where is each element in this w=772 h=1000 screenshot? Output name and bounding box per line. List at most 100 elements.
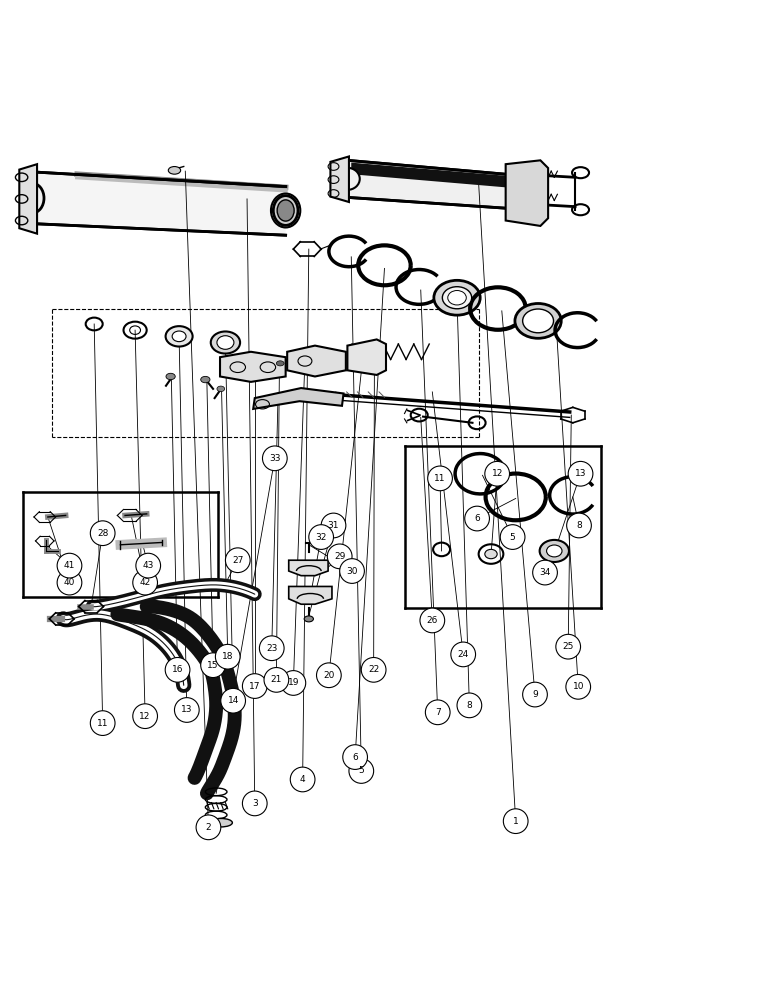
Text: 13: 13: [575, 469, 586, 478]
Ellipse shape: [540, 540, 569, 562]
Text: 43: 43: [143, 561, 154, 570]
Circle shape: [567, 513, 591, 538]
Text: 22: 22: [368, 665, 379, 674]
Text: 7: 7: [435, 708, 441, 717]
Text: 2: 2: [205, 823, 212, 832]
Ellipse shape: [442, 287, 472, 309]
Text: 8: 8: [576, 521, 582, 530]
Circle shape: [425, 700, 450, 725]
Ellipse shape: [168, 167, 181, 174]
Text: 17: 17: [249, 682, 260, 691]
Text: 12: 12: [140, 712, 151, 721]
Ellipse shape: [172, 331, 186, 342]
Text: 16: 16: [172, 665, 183, 674]
Text: 10: 10: [573, 682, 584, 691]
Polygon shape: [287, 346, 346, 376]
Circle shape: [133, 704, 157, 729]
Text: 28: 28: [97, 529, 108, 538]
Circle shape: [566, 674, 591, 699]
Ellipse shape: [276, 361, 284, 366]
Ellipse shape: [209, 818, 232, 827]
Circle shape: [428, 466, 452, 491]
Text: 18: 18: [222, 652, 233, 661]
Circle shape: [568, 461, 593, 486]
Circle shape: [321, 513, 346, 538]
Circle shape: [556, 634, 581, 659]
Text: 6: 6: [352, 753, 358, 762]
Ellipse shape: [211, 331, 240, 354]
Ellipse shape: [217, 386, 225, 392]
Ellipse shape: [165, 326, 192, 347]
Text: 24: 24: [458, 650, 469, 659]
Text: 33: 33: [269, 454, 280, 463]
Circle shape: [485, 461, 510, 486]
Text: 5: 5: [358, 766, 364, 775]
Ellipse shape: [273, 196, 298, 225]
Circle shape: [533, 560, 557, 585]
Ellipse shape: [448, 291, 466, 305]
Ellipse shape: [304, 616, 313, 622]
Polygon shape: [506, 160, 548, 226]
Text: 19: 19: [288, 678, 299, 687]
Circle shape: [264, 668, 289, 692]
Ellipse shape: [434, 280, 480, 315]
Ellipse shape: [547, 545, 562, 557]
Text: 14: 14: [228, 696, 239, 705]
Text: 30: 30: [347, 567, 357, 576]
Text: 27: 27: [232, 556, 243, 565]
Text: 15: 15: [208, 661, 218, 670]
Circle shape: [221, 688, 245, 713]
Circle shape: [90, 711, 115, 735]
Ellipse shape: [523, 309, 554, 333]
Text: 3: 3: [252, 799, 258, 808]
Polygon shape: [351, 163, 506, 187]
Circle shape: [242, 674, 267, 698]
Text: 40: 40: [64, 578, 75, 587]
Circle shape: [215, 644, 240, 669]
Polygon shape: [253, 388, 344, 409]
Circle shape: [262, 446, 287, 471]
Text: 6: 6: [474, 514, 480, 523]
Circle shape: [523, 682, 547, 707]
Circle shape: [500, 525, 525, 549]
Polygon shape: [32, 172, 286, 235]
Polygon shape: [289, 560, 328, 576]
Circle shape: [457, 693, 482, 718]
Text: 13: 13: [181, 705, 192, 714]
Circle shape: [349, 759, 374, 783]
Polygon shape: [347, 160, 506, 208]
Text: 11: 11: [97, 719, 108, 728]
Text: 21: 21: [271, 675, 282, 684]
Text: 12: 12: [492, 469, 503, 478]
Ellipse shape: [277, 200, 294, 221]
Text: 29: 29: [334, 552, 345, 561]
Text: 20: 20: [323, 671, 334, 680]
Circle shape: [309, 525, 334, 549]
Circle shape: [503, 809, 528, 834]
Circle shape: [90, 521, 115, 546]
Circle shape: [340, 559, 364, 583]
Text: 34: 34: [540, 568, 550, 577]
Ellipse shape: [166, 373, 175, 380]
Circle shape: [290, 767, 315, 792]
Text: 4: 4: [300, 775, 306, 784]
Circle shape: [420, 608, 445, 633]
Text: 9: 9: [532, 690, 538, 699]
Polygon shape: [220, 352, 286, 382]
Ellipse shape: [21, 183, 44, 213]
Circle shape: [327, 544, 352, 569]
Circle shape: [281, 671, 306, 695]
Circle shape: [196, 815, 221, 840]
Text: 41: 41: [64, 561, 75, 570]
Text: 32: 32: [316, 533, 327, 542]
Circle shape: [259, 636, 284, 661]
Circle shape: [465, 506, 489, 531]
Ellipse shape: [485, 549, 497, 559]
Text: 1: 1: [513, 817, 519, 826]
Text: 26: 26: [427, 616, 438, 625]
Text: 25: 25: [563, 642, 574, 651]
Circle shape: [343, 745, 367, 769]
Text: 23: 23: [266, 644, 277, 653]
Text: 8: 8: [466, 701, 472, 710]
Circle shape: [136, 553, 161, 578]
